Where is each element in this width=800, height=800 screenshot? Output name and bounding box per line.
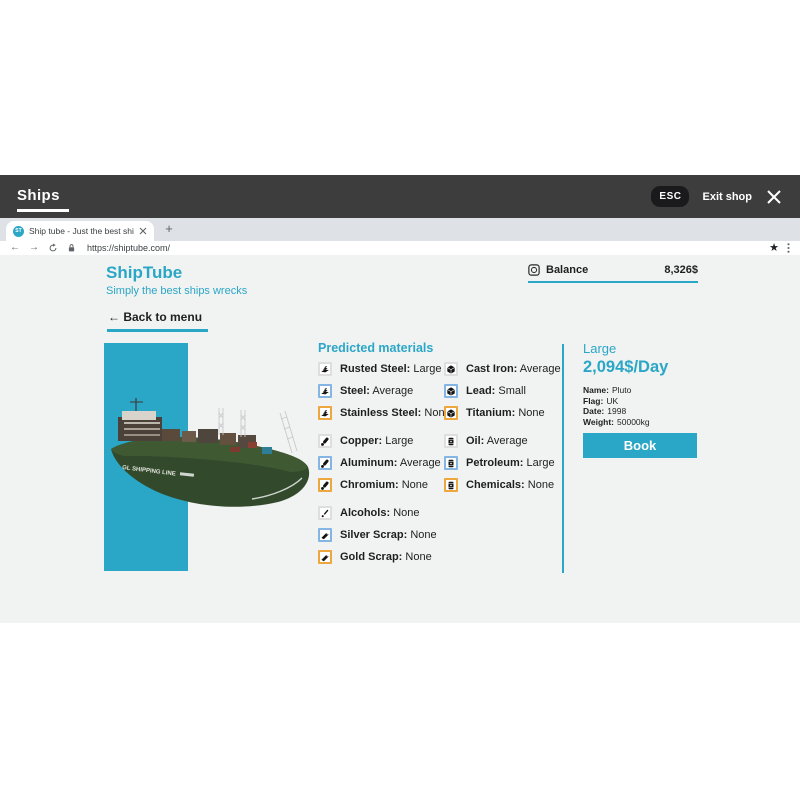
materials-column-1: Rusted Steel: Large Steel: Average Stainle… [318,358,451,574]
new-tab-button[interactable]: + [165,221,173,236]
bookmark-star-icon[interactable]: ★ [769,241,779,254]
material-label: Aluminum: Average [340,457,441,469]
material-row: Copper: Large [318,430,451,452]
ship-detail-flag: Flag: UK [583,395,619,406]
material-label: Chemicals: None [466,479,555,491]
material-label: Steel: Average [340,385,414,397]
scrap-bar-icon [318,550,332,564]
barrel-icon [444,456,458,470]
lock-icon[interactable] [67,243,76,253]
material-group: Alcohols: None Silver Scrap: None Gold Scr… [318,502,451,568]
balance-widget: Balance 8,326$ [528,264,698,283]
back-to-menu-link[interactable]: ← Back to menu [107,310,209,332]
material-row: Aluminum: Average [318,452,451,474]
balance-value: 8,326$ [664,264,698,276]
material-label: Chromium: None [340,479,429,491]
material-label: Silver Scrap: None [340,529,437,541]
book-button[interactable]: Book [583,433,697,458]
material-label: Titanium: None [466,407,545,419]
material-row: Chemicals: None [444,474,561,496]
ingot-stick-icon [318,434,332,448]
materials-column-2: Cast Iron: Average Lead: Small Titanium: N… [444,358,561,502]
steel-beam-icon [318,362,332,376]
material-label: Cast Iron: Average [466,363,561,375]
cargo-ship-image: GL SHIPPING LINE [111,398,310,507]
back-icon[interactable]: ← [10,242,20,253]
browser-menu-icon[interactable] [787,242,790,254]
material-label: Lead: Small [466,385,526,397]
material-label: Copper: Large [340,435,414,447]
shop-page-title: Ships [17,184,69,212]
site-favicon-icon: ST [13,225,24,237]
material-row: Alcohols: None [318,502,451,524]
ship-details: Name: Pluto Flag: UK Date: 1998 Weight: 5000… [583,385,650,427]
material-row: Cast Iron: Average [444,358,561,380]
material-row: Oil: Average [444,430,561,452]
tab-title: Ship tube - Just the best ship... [29,226,134,236]
material-label: Gold Scrap: None [340,551,432,563]
vertical-divider [562,344,564,573]
game-bar-actions: ESC Exit shop [651,186,783,207]
barrel-icon [444,434,458,448]
material-label: Alcohols: None [340,507,420,519]
predicted-materials-heading: Predicted materials [318,341,434,355]
game-top-bar: Ships ESC Exit shop [0,175,800,218]
reload-icon[interactable] [48,243,58,253]
barrel-icon [444,478,458,492]
browser-address-bar: ← → https://shiptube.com/ ★ [0,241,800,255]
forward-icon[interactable]: → [29,242,39,253]
steel-beam-icon [318,384,332,398]
material-row: Steel: Average [318,380,451,402]
material-label: Rusted Steel: Large [340,363,442,375]
material-group: Cast Iron: Average Lead: Small Titanium: N… [444,358,561,424]
cube-icon [444,362,458,376]
scrap-bar-icon [318,528,332,542]
balance-label: Balance [546,264,589,276]
cube-icon [444,406,458,420]
browser-tab[interactable]: ST Ship tube - Just the best ship... [6,221,154,241]
shiptube-page: ShipTube Simply the best ships wrecks Ba… [0,255,800,623]
material-label: Petroleum: Large [466,457,555,469]
ingot-stick-icon [318,478,332,492]
material-group: Copper: Large Aluminum: Average Chromium: … [318,430,451,496]
ship-size-label: Large [583,341,617,356]
material-label: Stainless Steel: None [340,407,451,419]
ship-price: 2,094$/Day [583,358,669,376]
material-row: Lead: Small [444,380,561,402]
material-row: Chromium: None [318,474,451,496]
browser-tab-strip: ST Ship tube - Just the best ship... + [0,218,800,241]
cube-icon [444,384,458,398]
material-row: Silver Scrap: None [318,524,451,546]
ship-detail-weight: Weight: 50000kg [583,416,650,427]
material-row: Petroleum: Large [444,452,561,474]
site-tagline: Simply the best ships wrecks [106,285,248,297]
material-group: Oil: Average Petroleum: Large Chemicals: N… [444,430,561,496]
material-row: Stainless Steel: None [318,402,451,424]
steel-beam-icon [318,406,332,420]
exit-shop-button[interactable]: Exit shop [702,190,752,203]
address-bar-actions: ★ [769,242,790,254]
material-row: Titanium: None [444,402,561,424]
ingot-stick-icon [318,456,332,470]
coin-icon [528,264,540,276]
material-row: Rusted Steel: Large [318,358,451,380]
site-title: ShipTube [106,263,183,282]
url-input[interactable]: https://shiptube.com/ [87,243,171,253]
esc-key-badge[interactable]: ESC [651,186,690,207]
material-label: Oil: Average [466,435,528,447]
brush-icon [318,506,332,520]
close-icon[interactable] [765,188,783,206]
material-row: Gold Scrap: None [318,546,451,568]
tab-close-icon[interactable] [139,227,147,235]
ship-detail-date: Date: 1998 [583,406,627,416]
ship-detail-name: Name: Pluto [583,385,632,395]
material-group: Rusted Steel: Large Steel: Average Stainle… [318,358,451,424]
